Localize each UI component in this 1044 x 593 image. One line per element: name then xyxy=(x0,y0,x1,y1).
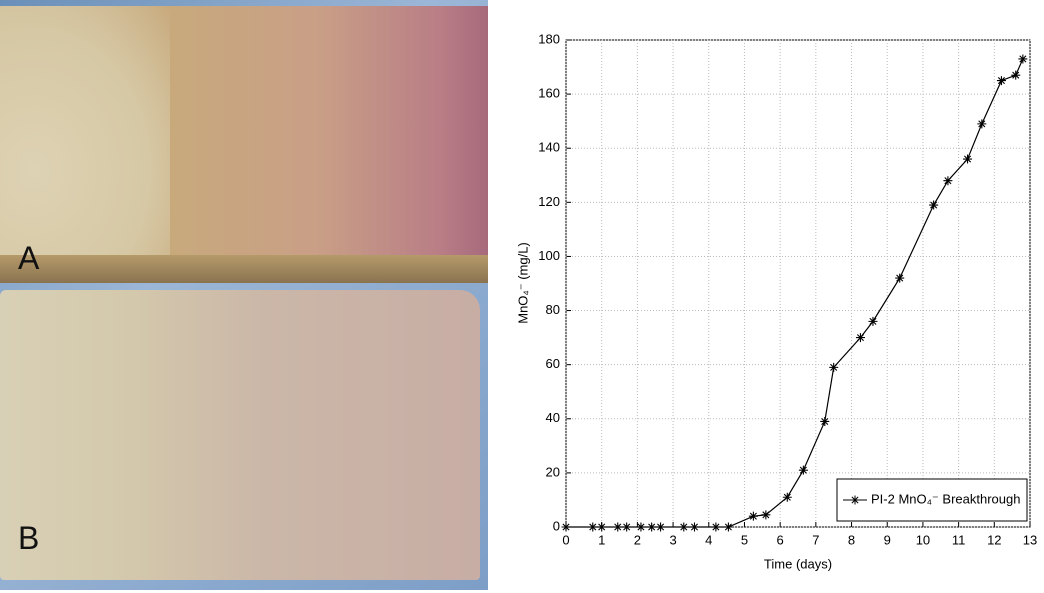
y-tick-label: 0 xyxy=(553,518,560,533)
data-marker xyxy=(868,317,877,326)
x-tick-label: 7 xyxy=(812,532,819,547)
data-marker xyxy=(820,417,829,426)
y-tick-label: 20 xyxy=(546,464,560,479)
x-tick-label: 10 xyxy=(916,532,930,547)
chart: Time (days) MnO₄⁻ (mg/L) 020406080100120… xyxy=(0,0,1044,593)
data-marker xyxy=(690,523,699,532)
x-tick-label: 3 xyxy=(669,532,676,547)
legend-label: PI-2 MnO₄⁻ Breakthrough xyxy=(871,491,1020,506)
y-tick-label: 80 xyxy=(546,302,560,317)
data-marker xyxy=(895,274,904,283)
data-marker xyxy=(597,523,606,532)
y-tick-label: 180 xyxy=(538,31,560,46)
plot-frame xyxy=(566,40,1030,527)
y-tick-label: 160 xyxy=(538,86,560,101)
data-marker xyxy=(588,523,597,532)
page: A B Time (days) MnO₄⁻ (mg/L) 02040608010… xyxy=(0,0,1044,593)
x-axis-label: Time (days) xyxy=(764,556,832,571)
x-tick-label: 0 xyxy=(562,532,569,547)
data-marker xyxy=(636,523,645,532)
x-tick-label: 4 xyxy=(705,532,712,547)
x-tick-label: 5 xyxy=(741,532,748,547)
x-tick-label: 6 xyxy=(777,532,784,547)
data-marker xyxy=(724,523,733,532)
x-tick-label: 13 xyxy=(1023,532,1037,547)
data-marker xyxy=(622,523,631,532)
y-tick-label: 120 xyxy=(538,194,560,209)
y-tick-label: 100 xyxy=(538,248,560,263)
data-line xyxy=(566,59,1023,527)
data-marker xyxy=(1018,54,1027,63)
data-marker xyxy=(562,523,571,532)
legend-marker xyxy=(851,496,860,505)
data-marker xyxy=(613,523,622,532)
data-marker xyxy=(977,119,986,128)
data-marker xyxy=(679,523,688,532)
data-marker xyxy=(647,523,656,532)
data-marker xyxy=(749,512,758,521)
y-tick-label: 140 xyxy=(538,140,560,155)
x-tick-label: 1 xyxy=(598,532,605,547)
data-marker xyxy=(997,76,1006,85)
data-marker xyxy=(711,523,720,532)
data-marker xyxy=(656,523,665,532)
data-marker xyxy=(1011,71,1020,80)
x-tick-label: 8 xyxy=(848,532,855,547)
y-tick-label: 60 xyxy=(546,356,560,371)
x-tick-label: 11 xyxy=(952,532,966,547)
y-axis-label: MnO₄⁻ (mg/L) xyxy=(515,242,530,324)
x-tick-label: 2 xyxy=(634,532,641,547)
y-tick-label: 40 xyxy=(546,410,560,425)
x-tick-label: 12 xyxy=(987,532,1001,547)
x-tick-label: 9 xyxy=(884,532,891,547)
data-marker xyxy=(929,201,938,210)
